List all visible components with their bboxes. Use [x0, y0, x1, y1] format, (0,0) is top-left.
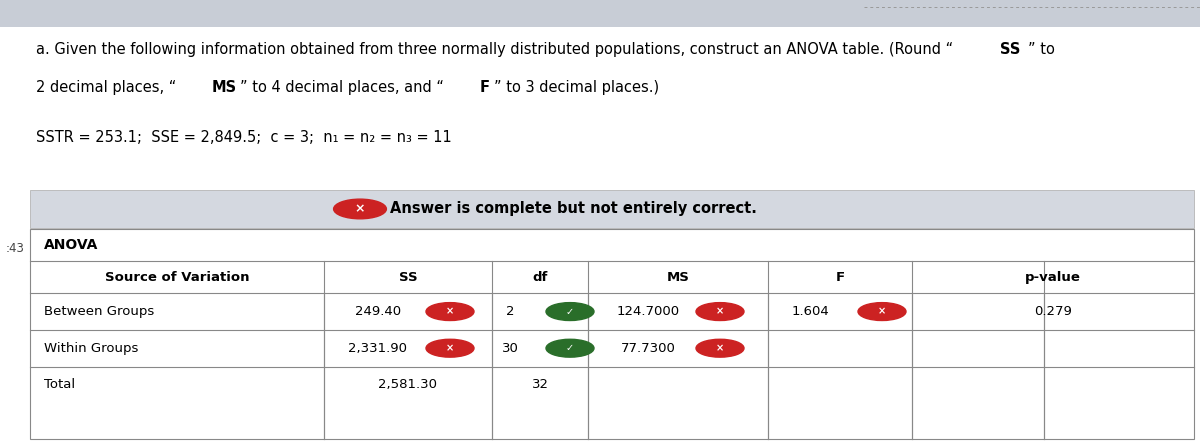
- Text: Source of Variation: Source of Variation: [104, 270, 250, 284]
- Text: MS: MS: [211, 80, 236, 96]
- Text: ×: ×: [716, 343, 724, 353]
- Text: SS: SS: [1000, 42, 1020, 58]
- Text: SS: SS: [398, 270, 418, 284]
- Circle shape: [546, 303, 594, 320]
- Circle shape: [858, 303, 906, 320]
- Text: MS: MS: [666, 270, 690, 284]
- Circle shape: [334, 199, 386, 219]
- Circle shape: [696, 339, 744, 357]
- Text: F: F: [835, 270, 845, 284]
- Text: 1.604: 1.604: [791, 305, 829, 318]
- Text: Answer is complete but not entirely correct.: Answer is complete but not entirely corr…: [390, 202, 757, 216]
- Text: ” to: ” to: [1028, 42, 1055, 58]
- Bar: [0, 0, 1200, 27]
- Text: :43: :43: [6, 241, 25, 255]
- Text: 2,331.90: 2,331.90: [348, 342, 408, 355]
- Text: 0.279: 0.279: [1034, 305, 1072, 318]
- Text: ” to 4 decimal places, and “: ” to 4 decimal places, and “: [240, 80, 444, 96]
- Text: ✓: ✓: [566, 343, 574, 353]
- Text: 2: 2: [505, 305, 515, 318]
- Circle shape: [426, 339, 474, 357]
- Text: ” to 3 decimal places.): ” to 3 decimal places.): [494, 80, 660, 96]
- Text: ×: ×: [355, 202, 365, 215]
- Text: ✓: ✓: [566, 307, 574, 316]
- Text: 32: 32: [532, 378, 548, 392]
- Text: 124.7000: 124.7000: [617, 305, 679, 318]
- Text: F: F: [480, 80, 490, 96]
- Text: df: df: [533, 270, 547, 284]
- Text: 77.7300: 77.7300: [620, 342, 676, 355]
- Text: SSTR = 253.1;  SSE = 2,849.5;  c = 3;  n₁ = n₂ = n₃ = 11: SSTR = 253.1; SSE = 2,849.5; c = 3; n₁ =…: [36, 130, 451, 145]
- Text: 2,581.30: 2,581.30: [378, 378, 438, 392]
- Text: a. Given the following information obtained from three normally distributed popu: a. Given the following information obtai…: [36, 42, 953, 58]
- Text: ×: ×: [716, 307, 724, 316]
- Circle shape: [546, 339, 594, 357]
- Circle shape: [426, 303, 474, 320]
- Text: ×: ×: [446, 343, 454, 353]
- Text: 249.40: 249.40: [355, 305, 401, 318]
- Text: Total: Total: [44, 378, 76, 392]
- Text: Within Groups: Within Groups: [44, 342, 139, 355]
- Bar: [30, 190, 1194, 228]
- Text: ANOVA: ANOVA: [44, 238, 98, 252]
- Text: Between Groups: Between Groups: [44, 305, 155, 318]
- Text: p-value: p-value: [1025, 270, 1081, 284]
- Text: ×: ×: [446, 307, 454, 316]
- Text: 2 decimal places, “: 2 decimal places, “: [36, 80, 176, 96]
- Bar: [30, 229, 1194, 439]
- Circle shape: [696, 303, 744, 320]
- Text: 30: 30: [502, 342, 518, 355]
- Text: ×: ×: [878, 307, 886, 316]
